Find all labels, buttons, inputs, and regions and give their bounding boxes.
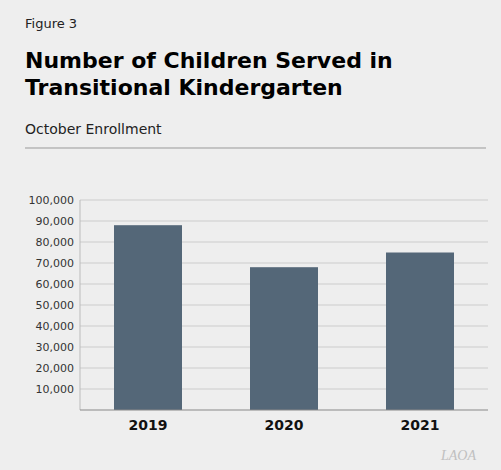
y-tick-label: 50,000 bbox=[36, 299, 75, 312]
y-tick-label: 40,000 bbox=[36, 320, 75, 333]
y-tick-label: 100,000 bbox=[29, 194, 75, 207]
subtitle: October Enrollment bbox=[25, 121, 162, 137]
watermark: LAOA bbox=[440, 448, 476, 463]
x-tick-label: 2021 bbox=[401, 417, 440, 433]
x-tick-label: 2019 bbox=[129, 417, 168, 433]
grid-line bbox=[80, 221, 488, 222]
y-tick-label: 60,000 bbox=[36, 278, 75, 291]
chart: Figure 3 Number of Children Served inTran… bbox=[0, 0, 501, 470]
bars bbox=[114, 225, 454, 410]
grid-line bbox=[80, 200, 488, 201]
bar bbox=[114, 225, 182, 410]
title: Number of Children Served inTransitional… bbox=[25, 48, 393, 100]
x-axis-line bbox=[80, 410, 488, 411]
y-tick-label: 80,000 bbox=[36, 236, 75, 249]
bar bbox=[386, 253, 454, 411]
y-tick-label: 30,000 bbox=[36, 341, 75, 354]
bar bbox=[250, 267, 318, 410]
figure-label: Figure 3 bbox=[25, 16, 77, 31]
x-tick-label: 2020 bbox=[265, 417, 304, 433]
background bbox=[0, 0, 501, 470]
y-tick-label: 10,000 bbox=[36, 383, 75, 396]
y-tick-label: 70,000 bbox=[36, 257, 75, 270]
separator bbox=[25, 148, 486, 149]
y-axis-line bbox=[80, 200, 81, 410]
y-tick-label: 90,000 bbox=[36, 215, 75, 228]
y-tick-label: 20,000 bbox=[36, 362, 75, 375]
